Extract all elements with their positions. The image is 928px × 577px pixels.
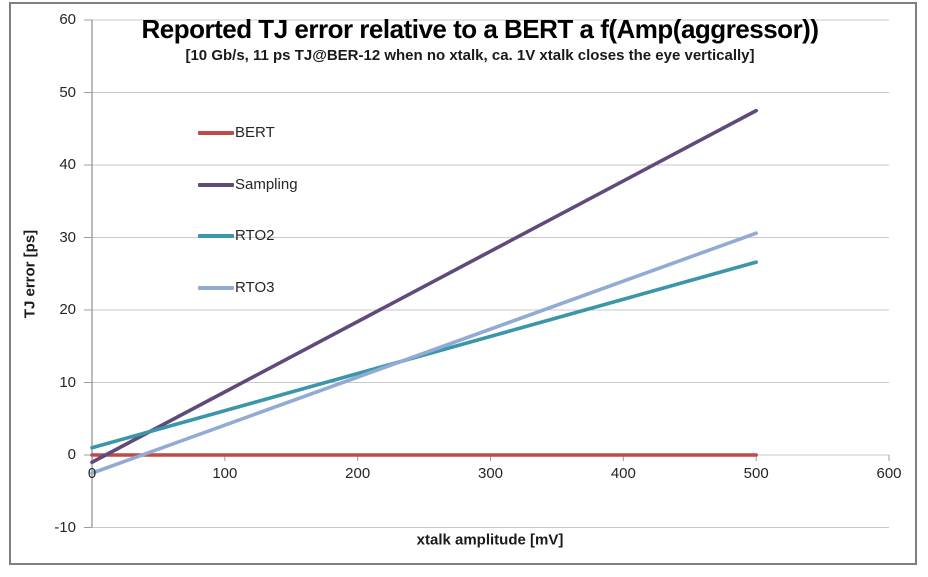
x-tick-label-300: 300 (477, 465, 504, 482)
legend-item-rto3: RTO3 (198, 278, 274, 298)
y-tick-label-40: 40 (59, 156, 76, 173)
x-axis-title: xtalk amplitude [mV] (416, 531, 564, 549)
y-tick-label-0: 0 (67, 446, 76, 463)
legend-swatch-rto2 (198, 234, 234, 239)
series-line-rto3 (90, 231, 758, 475)
y-tick-label-50: 50 (59, 83, 76, 101)
chart-title: Reported TJ error relative to a BERT a f… (141, 14, 819, 44)
x-tick-label-0: 0 (87, 465, 97, 482)
y-tick-label-20: 20 (59, 301, 76, 318)
legend-item-bert: BERT (198, 123, 275, 143)
legend-label-rto3: RTO3 (235, 279, 275, 297)
y-tick-label--10: -10 (54, 518, 76, 536)
legend-label-sampling: Sampling (235, 175, 298, 193)
y-tick-label-60: 60 (59, 11, 76, 28)
legend-label-bert: BERT (235, 124, 275, 141)
legend-item-rto2: RTO2 (198, 226, 274, 246)
x-tick-label-600: 600 (876, 465, 902, 482)
chart-frame (9, 2, 917, 565)
x-tick-label-100: 100 (212, 465, 238, 482)
legend-swatch-bert (198, 131, 234, 135)
y-tick-label-30: 30 (59, 228, 76, 246)
x-tick-label-400: 400 (610, 465, 636, 482)
x-tick-label-500: 500 (743, 465, 769, 482)
legend-swatch-rto3 (198, 286, 234, 291)
legend-label-rto2: RTO2 (235, 227, 275, 245)
legend-swatch-sampling (198, 182, 234, 187)
y-tick-label-10: 10 (59, 373, 76, 391)
x-tick-label-200: 200 (345, 465, 371, 482)
legend-item-sampling: Sampling (198, 175, 298, 195)
chart-subtitle: [10 Gb/s, 11 ps TJ@BER-12 when no xtalk,… (185, 47, 755, 64)
series-line-sampling (90, 108, 758, 465)
